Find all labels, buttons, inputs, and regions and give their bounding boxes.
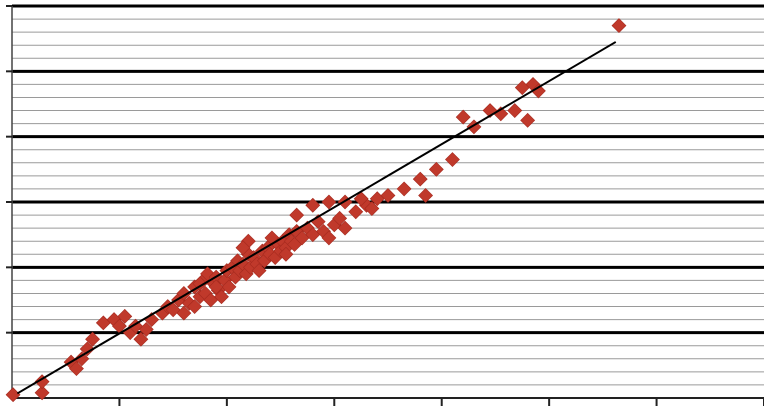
- data-point: [321, 194, 337, 210]
- data-point: [176, 305, 192, 321]
- data-point: [337, 220, 353, 236]
- data-point: [34, 374, 50, 390]
- data-point: [138, 321, 154, 337]
- data-point: [364, 201, 380, 216]
- data-point: [332, 210, 348, 226]
- data-point: [165, 302, 181, 318]
- data-point: [418, 188, 434, 203]
- data-point: [380, 188, 396, 203]
- data-point: [278, 246, 294, 262]
- data-point: [235, 240, 251, 256]
- data-point: [305, 197, 321, 213]
- data-point: [187, 299, 203, 314]
- data-points: [5, 18, 627, 403]
- axis-ticks: [6, 5, 764, 406]
- data-point: [455, 109, 471, 125]
- data-point: [192, 276, 208, 292]
- data-point: [176, 286, 192, 301]
- data-point: [5, 387, 21, 403]
- data-point: [507, 103, 523, 118]
- data-point: [353, 191, 369, 207]
- data-point: [69, 361, 84, 377]
- data-point: [428, 161, 444, 177]
- data-point: [74, 351, 90, 367]
- data-point: [514, 80, 530, 96]
- data-point: [214, 289, 229, 305]
- data-point: [117, 308, 133, 324]
- data-point: [321, 230, 337, 246]
- data-point: [348, 204, 364, 220]
- data-point: [289, 207, 305, 223]
- trendline: [16, 41, 617, 395]
- data-point: [445, 152, 460, 167]
- data-point: [530, 83, 546, 99]
- major-gridlines: [12, 4, 764, 335]
- data-point: [611, 18, 627, 34]
- data-point: [520, 112, 536, 128]
- data-point: [251, 263, 267, 279]
- data-point: [85, 331, 100, 347]
- data-point: [133, 331, 149, 347]
- data-point: [79, 341, 95, 357]
- data-point: [95, 315, 111, 331]
- data-point: [412, 171, 428, 187]
- data-point: [128, 318, 143, 334]
- data-point: [208, 279, 224, 295]
- data-point: [34, 385, 50, 401]
- data-point: [221, 279, 237, 295]
- data-point: [396, 181, 412, 197]
